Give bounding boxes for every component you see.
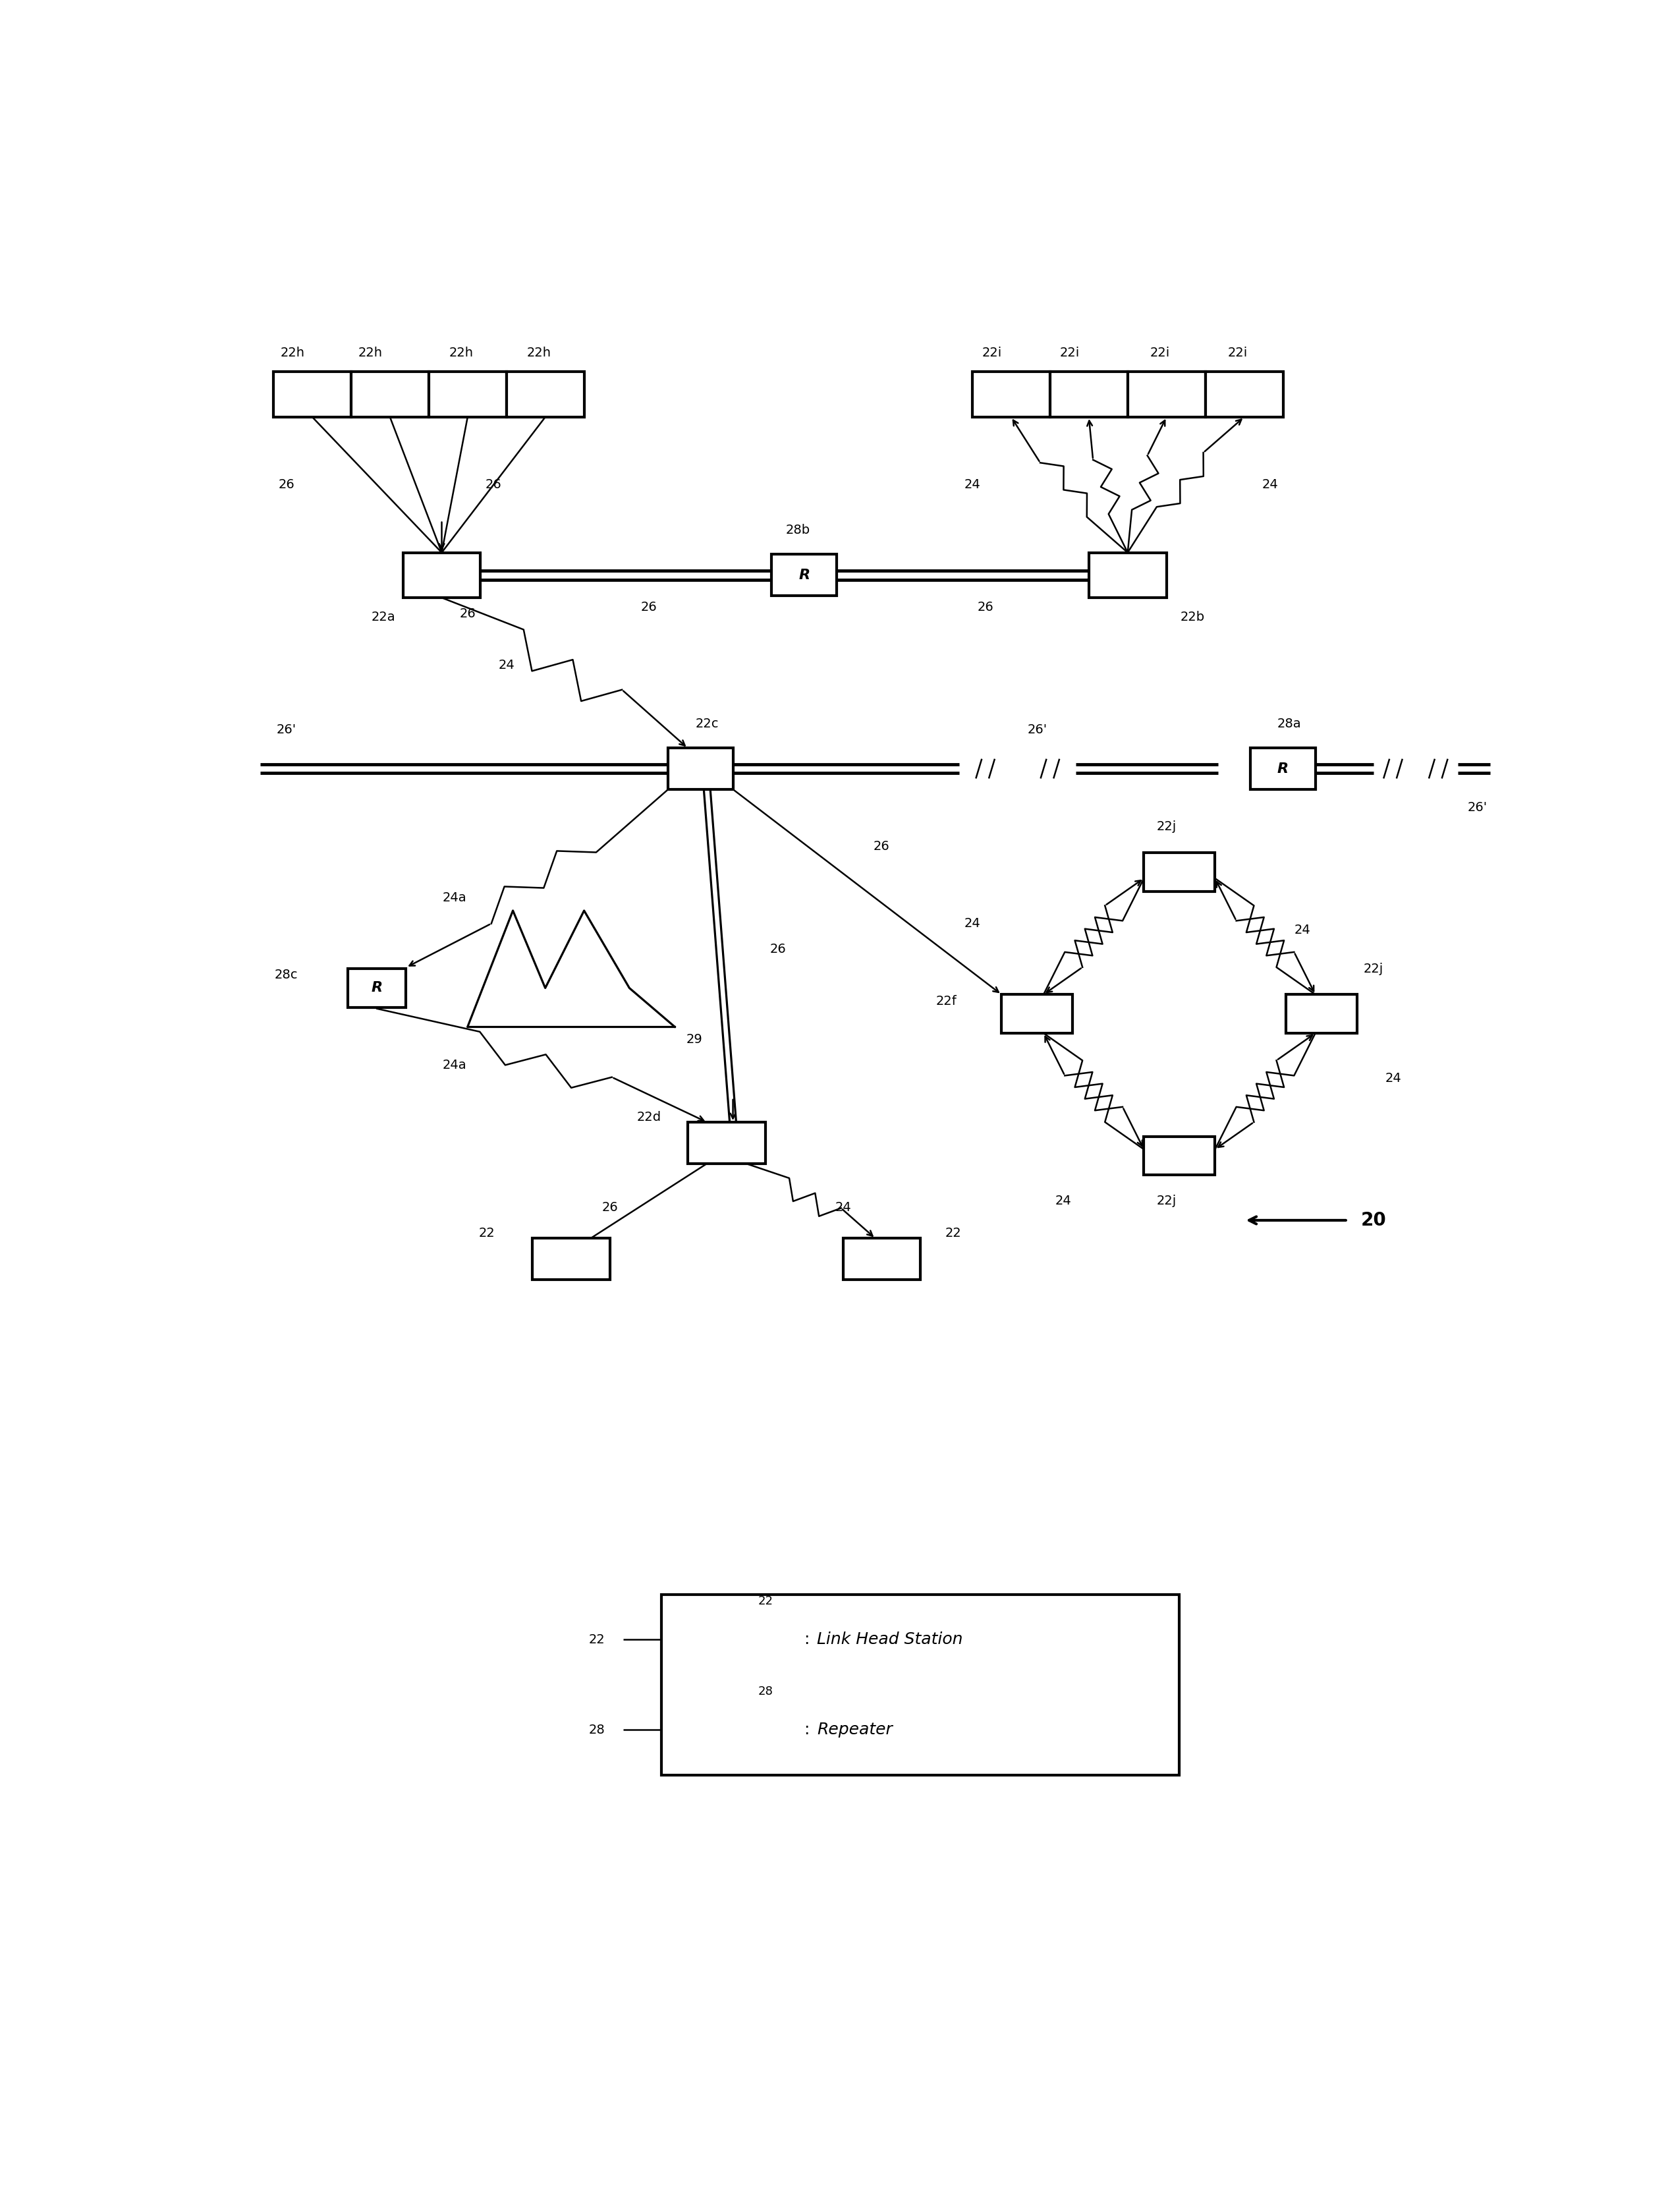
FancyBboxPatch shape <box>506 372 584 418</box>
Text: 22b: 22b <box>1181 611 1204 624</box>
FancyBboxPatch shape <box>429 372 506 418</box>
Text: 26: 26 <box>770 942 787 956</box>
FancyBboxPatch shape <box>772 555 837 595</box>
Text: Link Head Station: Link Head Station <box>817 1632 964 1648</box>
FancyBboxPatch shape <box>1206 372 1283 418</box>
Text: 28a: 28a <box>1278 717 1301 730</box>
Text: 28: 28 <box>590 1723 605 1736</box>
Text: 22a: 22a <box>371 611 396 624</box>
Text: 26: 26 <box>279 478 294 491</box>
Text: 22h: 22h <box>359 347 382 358</box>
Text: 22h: 22h <box>281 347 306 358</box>
Text: 24a: 24a <box>443 1060 466 1071</box>
Text: :: : <box>805 1632 815 1648</box>
FancyBboxPatch shape <box>733 1617 798 1661</box>
Text: 22h: 22h <box>449 347 473 358</box>
Text: 24: 24 <box>1294 925 1311 936</box>
Text: :: : <box>805 1723 815 1739</box>
Text: R: R <box>371 982 382 995</box>
Text: 28b: 28b <box>785 524 810 535</box>
Text: 22j: 22j <box>1157 821 1176 834</box>
Text: 24a: 24a <box>443 891 466 905</box>
Text: 22c: 22c <box>695 717 718 730</box>
Text: 22i: 22i <box>1227 347 1247 358</box>
FancyBboxPatch shape <box>1089 553 1166 597</box>
Text: 22d: 22d <box>636 1110 661 1124</box>
FancyBboxPatch shape <box>843 1239 920 1279</box>
FancyBboxPatch shape <box>661 1595 1179 1774</box>
FancyBboxPatch shape <box>274 372 351 418</box>
FancyBboxPatch shape <box>1127 372 1206 418</box>
Text: 24: 24 <box>964 918 980 929</box>
FancyBboxPatch shape <box>402 553 481 597</box>
Text: 24: 24 <box>964 478 980 491</box>
Text: Repeater: Repeater <box>817 1723 893 1739</box>
FancyBboxPatch shape <box>1286 995 1358 1033</box>
FancyBboxPatch shape <box>1002 995 1072 1033</box>
Text: 26: 26 <box>641 602 656 613</box>
FancyBboxPatch shape <box>1144 1137 1216 1175</box>
FancyBboxPatch shape <box>733 1708 798 1752</box>
FancyBboxPatch shape <box>351 372 429 418</box>
Text: 26': 26' <box>277 723 296 737</box>
FancyBboxPatch shape <box>688 1121 765 1164</box>
Text: 22j: 22j <box>1157 1194 1176 1208</box>
FancyBboxPatch shape <box>668 748 733 790</box>
Text: 22: 22 <box>479 1228 496 1239</box>
Text: 22h: 22h <box>526 347 551 358</box>
Text: R: R <box>798 568 810 582</box>
Text: 20: 20 <box>1361 1210 1386 1230</box>
Text: R: R <box>760 1723 772 1736</box>
Text: 26: 26 <box>601 1201 618 1214</box>
FancyBboxPatch shape <box>1251 748 1316 790</box>
FancyBboxPatch shape <box>347 969 406 1006</box>
Text: 22j: 22j <box>1364 962 1383 975</box>
FancyBboxPatch shape <box>1144 852 1216 891</box>
Text: 22f: 22f <box>935 995 957 1006</box>
FancyBboxPatch shape <box>972 372 1050 418</box>
Text: 22i: 22i <box>1151 347 1171 358</box>
Text: 26': 26' <box>1027 723 1047 737</box>
Text: 22: 22 <box>590 1632 605 1646</box>
Text: 28: 28 <box>758 1686 773 1697</box>
Text: 26: 26 <box>977 602 994 613</box>
Text: 22: 22 <box>758 1595 773 1606</box>
Text: 24: 24 <box>1055 1194 1070 1208</box>
Text: 26: 26 <box>459 608 476 619</box>
Text: R: R <box>1278 763 1289 774</box>
Text: 24: 24 <box>498 659 514 672</box>
Text: 26: 26 <box>873 841 890 852</box>
Text: 22i: 22i <box>982 347 1002 358</box>
Text: 28c: 28c <box>274 969 299 982</box>
Text: 22i: 22i <box>1059 347 1079 358</box>
Text: 26': 26' <box>1468 801 1486 814</box>
Text: 24: 24 <box>1263 478 1278 491</box>
Text: 29: 29 <box>686 1033 703 1046</box>
FancyBboxPatch shape <box>1050 372 1127 418</box>
Text: 24: 24 <box>1384 1073 1401 1084</box>
Text: 22: 22 <box>945 1228 962 1239</box>
Text: 24: 24 <box>835 1201 852 1214</box>
FancyBboxPatch shape <box>533 1239 610 1279</box>
Text: 26: 26 <box>486 478 501 491</box>
